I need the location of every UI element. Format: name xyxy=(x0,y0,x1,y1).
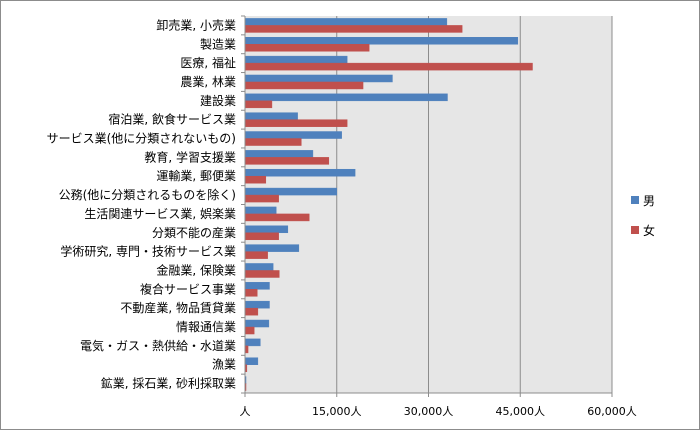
bar-male-学術研究-専門-技術サービス業 xyxy=(244,244,300,252)
bar-male-不動産業-物品賃貸業 xyxy=(244,300,270,309)
bar-female-金融業-保険業 xyxy=(244,270,280,278)
bar-male-情報通信業 xyxy=(244,319,270,328)
bar-female-公務-他に分類されるものを除く xyxy=(244,194,279,203)
bar-female-宿泊業-飲食サービス業 xyxy=(244,119,348,127)
category-label: 金融業, 保険業 xyxy=(156,262,236,277)
bar-male-分類不能の産業 xyxy=(244,225,289,234)
x-tick-label: 60,000人 xyxy=(587,405,637,418)
bar-female-不動産業-物品賃貸業 xyxy=(244,307,259,316)
x-tick-label: 45,000人 xyxy=(496,405,546,418)
category-label: 製造業 xyxy=(200,37,236,51)
bar-female-卸売業-小売業 xyxy=(244,25,463,33)
bar-female-医療-福祉 xyxy=(244,62,533,71)
tick-labels: 人 15,000人 30,000人 45,000人 60,000人 xyxy=(240,405,637,418)
bar-female-学術研究-専門-技術サービス業 xyxy=(244,251,268,259)
category-label: 卸売業, 小売業 xyxy=(156,17,236,32)
category-label: 農業, 林業 xyxy=(180,75,236,89)
x-tick-label: 人 xyxy=(240,405,251,418)
category-label: 運輸業, 郵便業 xyxy=(156,168,236,183)
bar-female-運輸業-郵便業 xyxy=(244,175,267,184)
bar-male-卸売業-小売業 xyxy=(244,18,448,26)
bar-female-生活関連サービス業-娯楽業 xyxy=(244,213,310,222)
category-label: 鉱業, 採石業, 砂利採取業 xyxy=(101,376,236,391)
category-label: 分類不能の産業 xyxy=(152,225,236,240)
bar-male-製造業 xyxy=(244,37,519,45)
category-label: 情報通信業 xyxy=(176,320,236,334)
legend-swatch-male xyxy=(631,196,639,204)
bar-female-分類不能の産業 xyxy=(244,232,279,241)
category-label: 学術研究, 専門・技術サービス業 xyxy=(60,244,236,259)
bar-male-金融業-保険業 xyxy=(244,263,274,271)
category-label: 電気・ガス・熱供給・水道業 xyxy=(80,338,236,353)
category-label: 複合サービス事業 xyxy=(140,281,236,296)
category-label: 生活関連サービス業, 娯楽業 xyxy=(84,207,236,221)
bar-male-電気-ガス-熱供給-水道業 xyxy=(244,338,261,347)
x-tick-label: 30,000人 xyxy=(404,405,454,418)
category-label: 建設業 xyxy=(200,93,236,108)
bar-male-公務-他に分類されるものを除く xyxy=(244,187,337,196)
category-label: 不動産業, 物品賃貸業 xyxy=(120,300,236,315)
bar-male-複合サービス事業 xyxy=(244,282,270,290)
bar-male-農業-林業 xyxy=(244,74,393,83)
bar-female-建設業 xyxy=(244,100,273,109)
axes xyxy=(241,15,613,397)
category-label: 公務(他に分類されるものを除く) xyxy=(59,187,236,202)
bar-male-サービス業-他に分類されないもの xyxy=(244,131,342,139)
bar-female-情報通信業 xyxy=(244,326,255,335)
category-label: 漁業 xyxy=(212,358,236,372)
bar-female-サービス業-他に分類されないもの xyxy=(244,138,302,146)
bar-male-医療-福祉 xyxy=(244,55,348,64)
category-label: 医療, 福祉 xyxy=(180,55,236,70)
bar-male-運輸業-郵便業 xyxy=(244,168,356,177)
bar-male-生活関連サービス業-娯楽業 xyxy=(244,206,277,215)
bar-male-漁業 xyxy=(244,357,259,365)
legend-label-male: 男 xyxy=(643,194,655,208)
bar-female-複合サービス事業 xyxy=(244,289,258,297)
x-tick-label: 15,000人 xyxy=(312,405,362,418)
bar-male-教育-学習支援業 xyxy=(244,150,314,158)
legend-label-female: 女 xyxy=(643,223,655,238)
bar-male-建設業 xyxy=(244,93,448,102)
bar-male-宿泊業-飲食サービス業 xyxy=(244,112,298,120)
legend-swatch-female xyxy=(631,226,639,234)
category-label: サービス業(他に分類されないもの) xyxy=(47,132,236,146)
bar-female-農業-林業 xyxy=(244,81,364,90)
category-label: 宿泊業, 飲食サービス業 xyxy=(108,112,236,127)
bar-female-製造業 xyxy=(244,44,370,52)
category-label: 教育, 学習支援業 xyxy=(144,149,236,164)
bar-female-教育-学習支援業 xyxy=(244,157,330,165)
legend: 男女 xyxy=(631,194,655,238)
